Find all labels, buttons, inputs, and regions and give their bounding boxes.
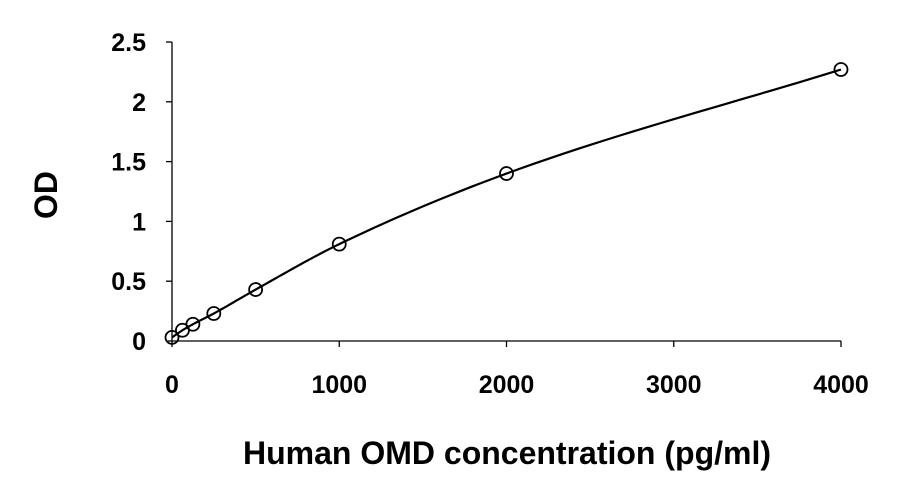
axes [171,42,841,342]
ticks: 0 0.5 1 1.5 2 2.5 0 1000 2000 3000 4000 [111,29,869,399]
data-point [248,282,264,297]
data-point [164,330,180,345]
y-tick-label: 1 [132,208,146,236]
x-tick-label: 0 [165,371,179,399]
data-point [206,306,222,321]
y-tick-label: 1.5 [111,149,146,177]
y-tick-label: 2.5 [111,29,146,57]
data-point [833,62,849,77]
curve-layer [171,68,842,339]
data-point [331,236,347,252]
data-point [499,166,514,181]
fit-curve [171,68,842,339]
y-tick-label: 2 [132,89,146,117]
x-tick-label: 3000 [646,371,702,399]
y-axis-title: OD [28,171,64,219]
x-tick-label: 4000 [813,371,869,399]
x-tick-label: 1000 [311,371,367,399]
x-tick-label: 2000 [479,371,535,399]
x-axis-title: Human OMD concentration (pg/ml) [243,435,771,471]
y-tick-label: 0.5 [111,268,146,296]
points-layer [164,62,849,345]
data-point [185,316,201,332]
y-tick-label: 0 [132,328,146,356]
